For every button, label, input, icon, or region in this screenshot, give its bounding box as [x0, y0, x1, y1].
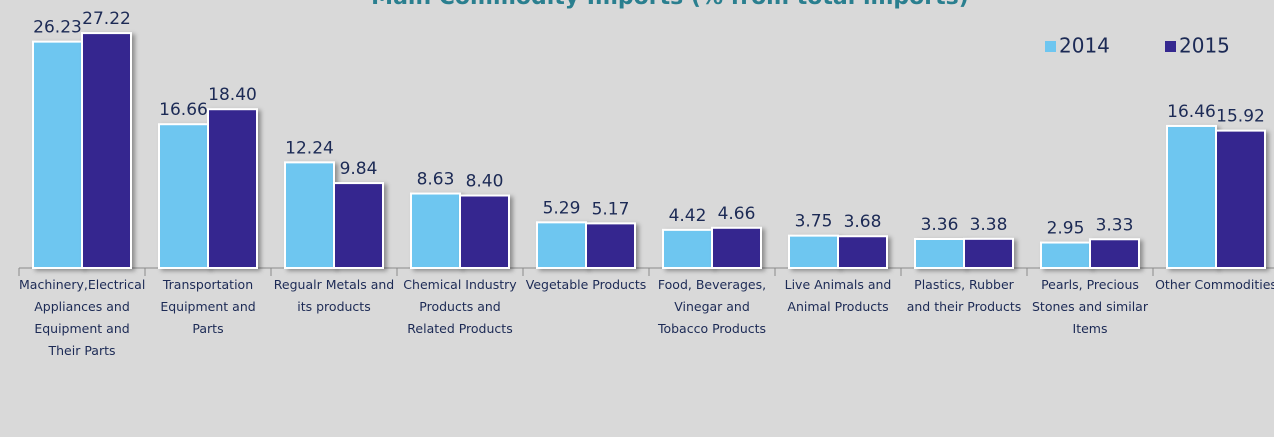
x-tick-label: Chemical Industry Products and Related P…: [403, 277, 517, 336]
value-label: 9.84: [340, 159, 378, 179]
bar: [1215, 129, 1266, 269]
value-label: 3.75: [795, 212, 833, 232]
bar: [1040, 241, 1091, 270]
value-label: 4.42: [669, 206, 707, 226]
bar: [1166, 124, 1217, 270]
value-label: 3.36: [921, 215, 959, 235]
value-label: 3.68: [844, 212, 882, 232]
value-label: 8.40: [466, 172, 504, 192]
bar: [1089, 238, 1140, 269]
value-label: 15.92: [1216, 107, 1265, 127]
bar: [662, 228, 713, 269]
bar: [963, 237, 1014, 269]
value-label: 16.46: [1167, 102, 1216, 122]
bar: [32, 40, 83, 269]
x-tick-label: Machinery,Electrical Appliances and Equi…: [19, 277, 146, 358]
x-tick-label: Live Animals and Animal Products: [784, 277, 892, 314]
value-label: 26.23: [33, 18, 82, 38]
value-label: 18.40: [208, 85, 257, 105]
legend-label: 2015: [1179, 34, 1230, 58]
legend-swatch: [1165, 41, 1176, 52]
bar: [711, 226, 762, 269]
bar: [914, 238, 965, 270]
value-label: 27.22: [82, 9, 131, 29]
bar: [837, 235, 888, 269]
value-label: 3.33: [1096, 215, 1134, 235]
chart-title: Main Commodity Imports (% from total imp…: [371, 0, 969, 10]
x-tick-label: Food, Beverages, Vinegar and Tobacco Pro…: [657, 277, 767, 336]
value-label: 16.66: [159, 100, 208, 120]
value-label: 12.24: [285, 138, 334, 158]
value-label: 2.95: [1047, 219, 1085, 239]
x-tick-label: Transportation Equipment and Parts: [160, 277, 256, 336]
bar: [158, 123, 209, 269]
legend-swatch: [1045, 41, 1056, 52]
bar: [536, 221, 587, 270]
bar: [333, 182, 384, 269]
bar: [459, 194, 510, 269]
value-label: 5.17: [592, 199, 630, 219]
bar: [410, 192, 461, 269]
legend-label: 2014: [1059, 34, 1110, 58]
bar: [81, 32, 132, 269]
bar: [284, 161, 335, 270]
x-tick-label: Plastics, Rubber and their Products: [906, 277, 1022, 314]
bar: [585, 222, 636, 270]
bar: [788, 234, 839, 269]
x-tick-label: Vegetable Products: [525, 277, 647, 292]
value-label: 8.63: [417, 170, 455, 190]
value-label: 4.66: [718, 204, 756, 224]
x-tick-label: Pearls, Precious Stones and similar Item…: [1032, 277, 1148, 336]
x-tick-label: Other Commodities: [1155, 277, 1274, 292]
bar: [207, 108, 258, 270]
value-label: 3.38: [970, 215, 1008, 235]
value-label: 5.29: [543, 198, 581, 218]
x-tick-label: Regualr Metals and its products: [273, 277, 395, 314]
